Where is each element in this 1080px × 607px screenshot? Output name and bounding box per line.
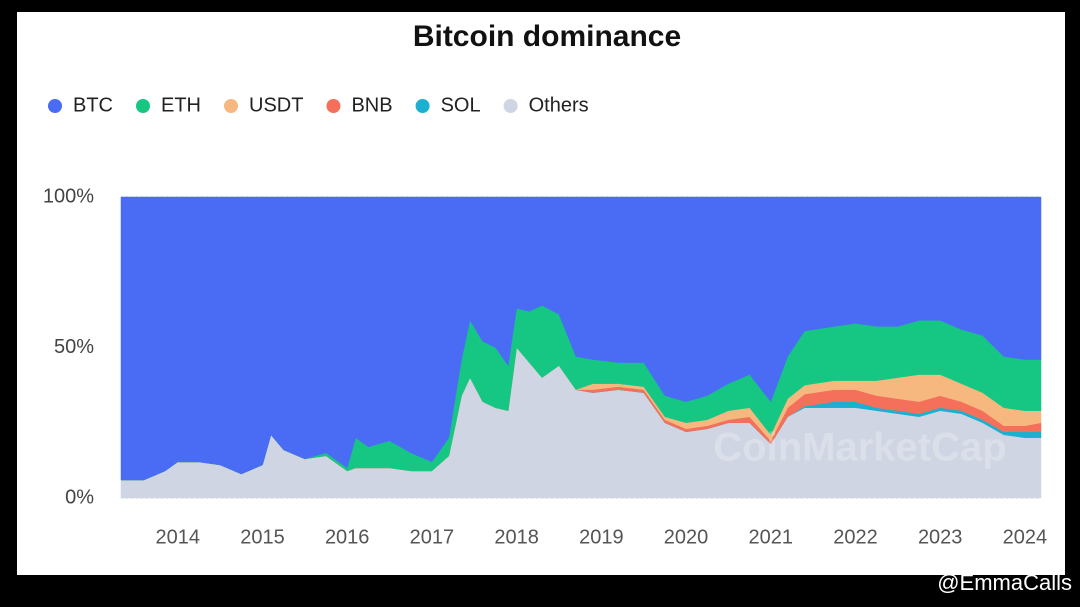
area bbox=[120, 196, 1042, 481]
y-tick-label: 50% bbox=[54, 336, 94, 358]
chart-title: Bitcoin dominance bbox=[413, 20, 681, 53]
y-tick-label: 100% bbox=[43, 185, 94, 207]
x-tick-label: 2016 bbox=[325, 526, 370, 548]
x-tick-label: 2022 bbox=[833, 526, 878, 548]
y-tick-label: 0% bbox=[65, 486, 94, 508]
legend-label: SOL bbox=[441, 94, 481, 116]
x-tick-label: 2017 bbox=[410, 526, 455, 548]
legend-label: ETH bbox=[161, 94, 201, 116]
x-tick-label: 2018 bbox=[494, 526, 539, 548]
x-tick-label: 2014 bbox=[156, 526, 201, 548]
legend-label: USDT bbox=[249, 94, 303, 116]
legend-marker bbox=[503, 99, 518, 113]
credit: @EmmaCalls bbox=[937, 570, 1072, 595]
legend-marker bbox=[136, 99, 150, 113]
x-tick-label: 2020 bbox=[664, 526, 709, 548]
x-tick-label: 2023 bbox=[918, 526, 963, 548]
legend-label: BNB bbox=[351, 94, 392, 116]
legend-label: Others bbox=[529, 94, 589, 116]
x-tick-label: 2024 bbox=[1003, 526, 1048, 548]
watermark: CoinMarketCap bbox=[713, 426, 1006, 470]
legend-marker bbox=[48, 99, 62, 113]
x-tick-label: 2015 bbox=[240, 526, 285, 548]
legend-marker bbox=[415, 99, 430, 113]
legend-label: BTC bbox=[73, 94, 113, 116]
legend-marker bbox=[326, 99, 341, 113]
legend-marker bbox=[224, 99, 238, 113]
x-tick-label: 2021 bbox=[749, 526, 794, 548]
x-tick-label: 2019 bbox=[579, 526, 624, 548]
